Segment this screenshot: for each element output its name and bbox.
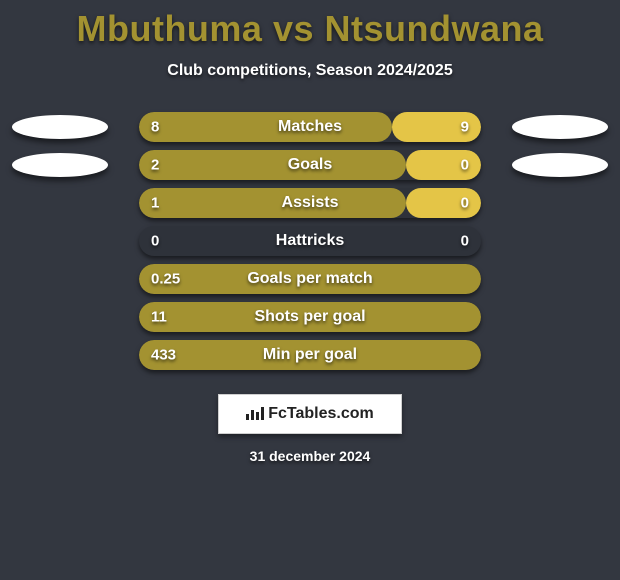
stat-label: Min per goal: [263, 346, 357, 364]
stat-row: 8 9 Matches: [0, 112, 620, 142]
value-left: 8: [151, 119, 159, 136]
value-left: 11: [151, 309, 167, 326]
stat-label: Goals: [288, 156, 332, 174]
stats-chart: 8 9 Matches 2 0 Goals 1 0 Assists 0 0 Hattricks 0.25…: [0, 104, 620, 378]
value-left: 1: [151, 195, 159, 212]
value-right: 0: [461, 195, 469, 212]
bar-track: 2 0 Goals: [139, 150, 481, 180]
stat-label: Shots per goal: [254, 308, 365, 326]
bar-track: 0 0 Hattricks: [139, 226, 481, 256]
stat-label: Assists: [282, 194, 339, 212]
bar-left: [139, 112, 392, 142]
page-subtitle: Club competitions, Season 2024/2025: [167, 62, 452, 80]
value-right: 0: [461, 157, 469, 174]
decor-ellipse-left: [12, 115, 108, 139]
bar-right: [406, 150, 481, 180]
comparison-card: Mbuthuma vs Ntsundwana Club competitions…: [0, 0, 620, 580]
page-title: Mbuthuma vs Ntsundwana: [76, 8, 543, 50]
stat-row: 1 0 Assists: [0, 188, 620, 218]
decor-ellipse-left: [12, 153, 108, 177]
value-right: 9: [461, 119, 469, 136]
bar-track: 8 9 Matches: [139, 112, 481, 142]
bar-track: 0.25 Goals per match: [139, 264, 481, 294]
stat-row: 11 Shots per goal: [0, 302, 620, 332]
stat-row: 0.25 Goals per match: [0, 264, 620, 294]
bar-left: [139, 188, 406, 218]
bar-track: 1 0 Assists: [139, 188, 481, 218]
decor-ellipse-right: [512, 115, 608, 139]
bar-left: [139, 150, 406, 180]
source-logo[interactable]: FcTables.com: [218, 394, 402, 434]
stat-row: 2 0 Goals: [0, 150, 620, 180]
bar-track: 11 Shots per goal: [139, 302, 481, 332]
bar-track: 433 Min per goal: [139, 340, 481, 370]
stat-label: Goals per match: [247, 270, 372, 288]
value-left: 0.25: [151, 271, 180, 288]
stat-row: 0 0 Hattricks: [0, 226, 620, 256]
logo-text: FcTables.com: [268, 405, 374, 423]
value-right: 0: [461, 233, 469, 250]
snapshot-date: 31 december 2024: [250, 448, 371, 464]
value-left: 433: [151, 347, 176, 364]
stat-label: Hattricks: [276, 232, 344, 250]
value-left: 0: [151, 233, 159, 250]
chart-icon: [246, 406, 264, 423]
stat-label: Matches: [278, 118, 342, 136]
decor-ellipse-right: [512, 153, 608, 177]
bar-right: [406, 188, 481, 218]
value-left: 2: [151, 157, 159, 174]
stat-row: 433 Min per goal: [0, 340, 620, 370]
